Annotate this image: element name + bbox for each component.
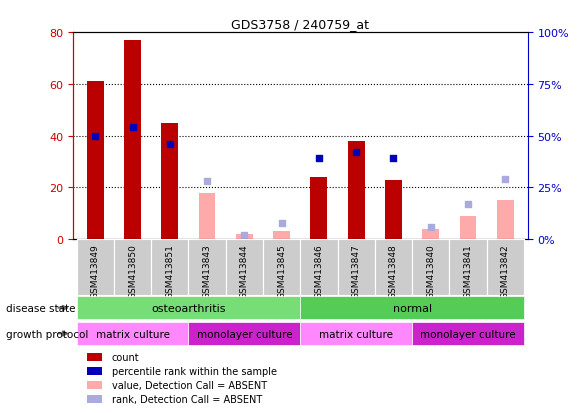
Bar <box>151 240 188 295</box>
Text: GSM413844: GSM413844 <box>240 244 249 299</box>
Point <box>277 220 286 226</box>
Text: GSM413851: GSM413851 <box>166 244 174 299</box>
Bar <box>487 240 524 295</box>
Bar <box>188 322 300 345</box>
Bar <box>273 232 290 240</box>
Point <box>165 141 174 148</box>
Bar <box>422 229 439 240</box>
Bar <box>86 353 103 361</box>
Bar <box>124 41 141 240</box>
Point <box>463 201 473 208</box>
Bar <box>199 193 216 240</box>
Text: GSM413850: GSM413850 <box>128 244 137 299</box>
Text: count: count <box>111 352 139 362</box>
Bar <box>311 178 327 240</box>
Text: disease state: disease state <box>6 303 75 313</box>
Bar <box>76 322 188 345</box>
Text: osteoarthritis: osteoarthritis <box>151 303 226 313</box>
Bar <box>412 322 524 345</box>
Bar <box>161 123 178 240</box>
Bar <box>412 240 449 295</box>
Text: GSM413847: GSM413847 <box>352 244 361 299</box>
Bar <box>459 216 476 240</box>
Text: rank, Detection Call = ABSENT: rank, Detection Call = ABSENT <box>111 394 262 404</box>
Text: GSM413843: GSM413843 <box>202 244 212 299</box>
Bar <box>449 240 487 295</box>
Bar <box>114 240 151 295</box>
Bar <box>300 297 524 320</box>
Text: matrix culture: matrix culture <box>96 329 170 339</box>
Point <box>389 156 398 162</box>
Bar <box>300 322 412 345</box>
Bar <box>236 235 252 240</box>
Bar <box>338 240 375 295</box>
Point <box>426 224 436 230</box>
Text: GSM413841: GSM413841 <box>463 244 472 299</box>
Title: GDS3758 / 240759_at: GDS3758 / 240759_at <box>231 17 369 31</box>
Bar <box>263 240 300 295</box>
Text: GSM413840: GSM413840 <box>426 244 435 299</box>
Text: percentile rank within the sample: percentile rank within the sample <box>111 366 276 376</box>
Bar <box>87 82 104 240</box>
Bar <box>76 297 300 320</box>
Bar <box>86 381 103 389</box>
Bar <box>348 141 364 240</box>
Bar <box>497 201 514 240</box>
Text: growth protocol: growth protocol <box>6 329 88 339</box>
Point <box>128 125 137 131</box>
Point <box>314 156 324 162</box>
Text: GSM413845: GSM413845 <box>277 244 286 299</box>
Text: normal: normal <box>392 303 431 313</box>
Bar <box>86 395 103 404</box>
Text: GSM413849: GSM413849 <box>91 244 100 299</box>
Point <box>202 178 212 185</box>
Point <box>240 232 249 239</box>
Bar <box>375 240 412 295</box>
Bar <box>86 367 103 375</box>
Text: monolayer culture: monolayer culture <box>196 329 292 339</box>
Point <box>352 150 361 156</box>
Text: GSM413846: GSM413846 <box>314 244 324 299</box>
Bar <box>76 240 114 295</box>
Text: value, Detection Call = ABSENT: value, Detection Call = ABSENT <box>111 380 266 390</box>
Text: GSM413848: GSM413848 <box>389 244 398 299</box>
Bar <box>188 240 226 295</box>
Point <box>90 133 100 140</box>
Text: matrix culture: matrix culture <box>319 329 393 339</box>
Text: monolayer culture: monolayer culture <box>420 329 516 339</box>
Text: GSM413842: GSM413842 <box>501 244 510 299</box>
Bar <box>385 180 402 240</box>
Bar <box>226 240 263 295</box>
Point <box>501 176 510 183</box>
Bar <box>300 240 338 295</box>
